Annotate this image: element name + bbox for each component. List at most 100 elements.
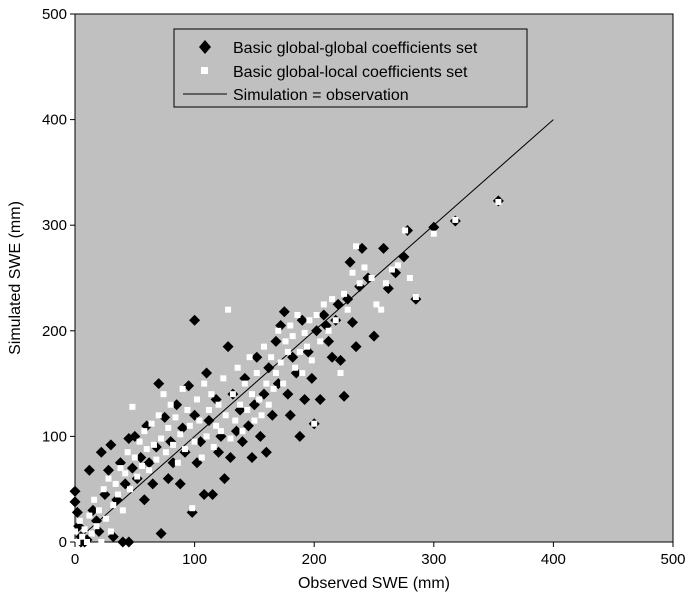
global-local-point (272, 370, 279, 377)
global-local-point (134, 473, 141, 480)
global-local-point (158, 435, 165, 442)
global-global-point (177, 422, 189, 434)
global-local-point (249, 391, 256, 398)
global-local-point (220, 375, 227, 382)
global-local-point (193, 396, 200, 403)
global-global-point (198, 488, 210, 500)
global-local-point (282, 338, 289, 345)
global-global-point (189, 314, 201, 326)
global-local-point (260, 343, 267, 350)
y-tick-label: 300 (42, 217, 67, 234)
global-local-point (304, 343, 311, 350)
global-global-point (153, 378, 165, 390)
global-global-point (356, 242, 368, 254)
global-global-point (251, 351, 263, 363)
global-global-point (299, 393, 311, 405)
global-local-point (95, 507, 102, 514)
global-local-point (146, 467, 153, 474)
global-global-point (260, 446, 272, 458)
global-local-point (186, 422, 193, 429)
global-local-point (208, 391, 215, 398)
global-local-point (430, 230, 437, 237)
global-local-point (213, 422, 220, 429)
global-local-point (229, 391, 236, 398)
global-global-point (254, 430, 266, 442)
y-tick-label: 400 (42, 112, 67, 129)
global-global-point (270, 335, 282, 347)
global-local-point (155, 412, 162, 419)
global-local-point (361, 264, 368, 271)
global-local-point (251, 417, 258, 424)
global-local-point (215, 401, 222, 408)
global-local-point (141, 428, 148, 435)
global-local-point (296, 348, 303, 355)
global-local-point (294, 311, 301, 318)
global-global-point (162, 473, 174, 485)
global-local-point (382, 280, 389, 287)
global-local-point (115, 491, 122, 498)
global-global-point (278, 306, 290, 318)
global-local-point (325, 327, 332, 334)
y-tick-label: 500 (42, 6, 67, 23)
global-local-point (306, 317, 313, 324)
global-local-point (356, 280, 363, 287)
global-global-point (69, 485, 81, 497)
global-local-point (452, 216, 459, 223)
global-local-point (237, 401, 244, 408)
global-local-point (100, 486, 107, 493)
global-global-point (306, 372, 318, 384)
global-local-point (162, 449, 169, 456)
global-local-point (150, 441, 157, 448)
global-local-point (284, 348, 291, 355)
global-global-point (318, 309, 330, 321)
global-local-point (225, 306, 232, 313)
global-local-point (184, 407, 191, 413)
global-global-point (195, 436, 207, 448)
global-local-point (406, 275, 413, 281)
global-local-point (258, 412, 265, 419)
global-global-point (346, 316, 358, 328)
global-local-point (388, 266, 395, 273)
global-local-point (191, 438, 198, 445)
global-global-point (326, 351, 338, 363)
global-local-point (165, 424, 172, 431)
global-global-point (171, 399, 183, 411)
global-local-point (105, 475, 112, 482)
global-global-point (398, 251, 410, 263)
global-global-point (242, 420, 254, 432)
global-global-point (138, 494, 150, 506)
global-local-point (412, 294, 419, 301)
x-tick-label: 100 (182, 551, 207, 568)
global-local-point (232, 417, 239, 424)
global-local-point (136, 438, 143, 445)
global-local-point (189, 505, 196, 512)
global-local-point (138, 462, 145, 469)
legend-box (173, 28, 528, 108)
global-local-point (119, 507, 126, 514)
global-global-point (105, 439, 117, 451)
global-local-point (110, 502, 117, 509)
legend-marker-square (201, 67, 208, 74)
global-local-point (332, 317, 339, 324)
global-local-point (287, 322, 294, 329)
global-local-point (344, 306, 351, 313)
global-global-point (294, 430, 306, 442)
global-local-point (201, 380, 208, 387)
legend-label-global-local: Basic global-local coefficients set (233, 64, 468, 81)
global-local-point (378, 306, 385, 313)
global-global-point (230, 425, 242, 437)
global-global-point (219, 473, 230, 485)
global-local-point (210, 443, 217, 450)
global-global-point (126, 462, 138, 474)
global-local-point (270, 385, 277, 392)
global-local-point (275, 327, 282, 334)
global-local-point (98, 539, 105, 545)
global-local-point (317, 338, 324, 345)
global-local-point (127, 486, 134, 493)
global-global-point (314, 393, 326, 405)
global-local-point (277, 359, 284, 366)
global-local-point (337, 370, 344, 377)
global-global-point (311, 325, 323, 337)
x-tick-label: 0 (71, 551, 79, 568)
global-local-point (124, 449, 131, 456)
